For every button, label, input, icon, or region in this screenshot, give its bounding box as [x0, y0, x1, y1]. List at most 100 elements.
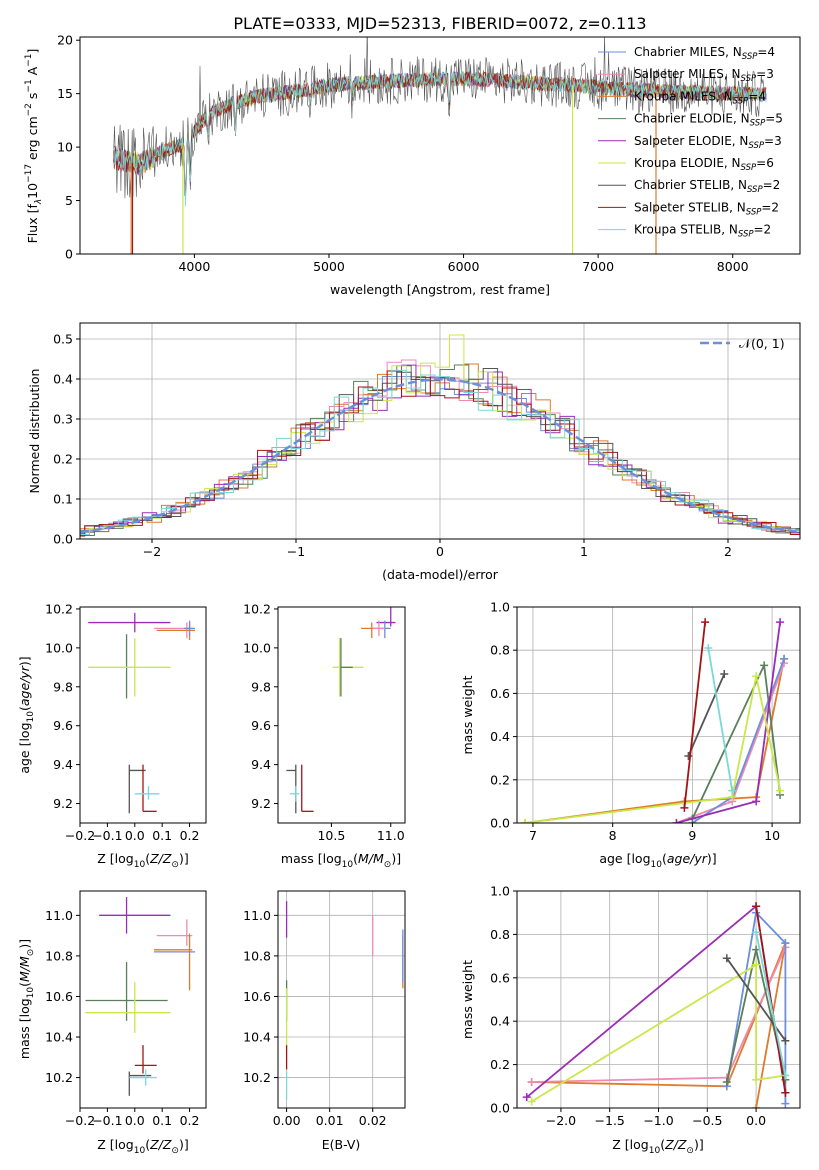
label-part: age [log [599, 851, 650, 866]
legend-entry: Chabrier STELIB, NSSP=2 [634, 178, 780, 195]
label-part: ( [17, 706, 32, 711]
y-tick-label: 9.2 [251, 796, 271, 811]
label-part: ⊙ [171, 860, 179, 870]
label-part: 10 [25, 183, 40, 199]
x-tick-label: 0.00 [273, 1113, 301, 1128]
axes-frame [79, 606, 207, 824]
label-part: Z/Z [149, 851, 172, 866]
label-part: mass [log [281, 851, 342, 866]
point-marker-chabrier_miles [781, 1099, 790, 1108]
label-part: Salpeter MILES, N [634, 67, 741, 81]
x-tick-label: −0.1 [92, 1113, 122, 1128]
point-marker-kroupa_stelib [781, 1071, 790, 1080]
y-tick-label: 10.0 [45, 640, 73, 655]
legend-entry: Kroupa STELIB, NSSP=2 [634, 223, 771, 240]
x-axis-label: Z [log10(Z/Z⊙)] [97, 1137, 188, 1156]
label-part: 10 [134, 1146, 146, 1156]
y-axis-label: mass [log10(M/M⊙)] [17, 939, 36, 1059]
legend-entry: Chabrier ELODIE, NSSP=5 [634, 112, 783, 129]
label-part: Chabrier STELIB, N [634, 178, 747, 192]
label-part: Salpeter STELIB, N [634, 200, 746, 214]
y-tick-label: 0.2 [490, 772, 510, 787]
x-tick-label: 8 [609, 828, 617, 843]
label-part: 10 [134, 860, 146, 870]
label-part: SSP [750, 119, 766, 129]
point-marker-salpeter_elodie [522, 1093, 531, 1102]
label-part: SSP [738, 230, 754, 240]
point-marker-kroupa_stelib [704, 644, 713, 653]
x-axis-label: wavelength [Angstrom, rest frame] [330, 282, 550, 297]
y-tick-label: 10.8 [45, 948, 73, 963]
label-part: 10 [26, 987, 36, 999]
legend-entry: Kroupa ELODIE, NSSP=6 [634, 156, 774, 173]
label-part: ⊙ [384, 860, 392, 870]
y-tick-label: 0 [65, 247, 73, 262]
y-tick-label: 0.6 [490, 970, 510, 985]
x-tick-label: 0.1 [152, 828, 172, 843]
x-axis-label: E(B-V) [322, 1137, 361, 1152]
label-part: SSP [741, 163, 757, 173]
y-tick-label: 10.4 [243, 1030, 271, 1045]
x-tick-label: 10.5 [317, 828, 345, 843]
label-part: SSP [747, 185, 763, 195]
x-tick-label: 9 [688, 828, 696, 843]
point-marker-salpeter_stelib [680, 803, 689, 812]
y-tick-label: 5 [65, 193, 73, 208]
point-marker-kroupa_elodie [752, 1075, 761, 1084]
label-part: erg cm [25, 116, 40, 164]
point-marker-chabrier_stelib [781, 1036, 790, 1045]
normal-curve [80, 378, 800, 534]
point-marker-chabrier_miles [781, 939, 790, 948]
y-tick-label: 0.0 [53, 532, 73, 547]
point-marker-chabrier_stelib [720, 669, 729, 678]
label-part: −1 [24, 79, 34, 92]
x-tick-label: 0.0 [125, 1113, 145, 1128]
label-part: ( [17, 982, 32, 987]
y-axis-label: mass weight [460, 960, 475, 1039]
legend-entry: Salpeter ELODIE, NSSP=3 [634, 134, 782, 151]
series-line-kroupa_stelib [755, 932, 787, 1076]
hist-salpeter_elodie [80, 364, 800, 534]
label-part: −17 [24, 164, 34, 183]
y-tick-label: 0.5 [53, 332, 73, 347]
y-tick-label: 20 [57, 33, 73, 48]
x-tick-label: −1.0 [643, 1113, 673, 1128]
label-part: ( [662, 851, 667, 866]
point-marker-chabrier_elodie [722, 1077, 731, 1086]
x-tick-label: 0.2 [180, 1113, 200, 1128]
y-tick-label: 0.1 [53, 492, 73, 507]
label-part: 10 [342, 860, 354, 870]
axes-frame [277, 606, 406, 824]
legend-entry: 𝒩(0, 1) [739, 336, 785, 351]
label-part: age/yr [17, 665, 32, 706]
label-part: Chabrier ELODIE, N [634, 112, 750, 126]
x-axis-label: Z [log10(Z/Z⊙)] [97, 851, 188, 870]
point-marker-kroupa_elodie [752, 960, 761, 969]
panel-age-weight: 7 8 9 10 0.0 0.2 0.4 0.6 0.8 1.0 mass weight age [l… [460, 600, 801, 870]
point-marker-salpeter_elodie [752, 797, 761, 806]
label-part: )] [707, 851, 717, 866]
y-tick-label: 9.6 [53, 718, 73, 733]
label-part: A [25, 66, 40, 79]
label-part: SSP [748, 141, 764, 151]
point-marker-salpeter_stelib [752, 902, 761, 911]
point-marker-kroupa_elodie [752, 672, 761, 681]
label-part: Z [log [97, 851, 133, 866]
y-tick-label: 10.2 [45, 1070, 73, 1085]
spectrum-line-kroupa_elodie [113, 70, 767, 195]
label-part: ( [145, 851, 150, 866]
y-tick-label: 10.6 [45, 989, 73, 1004]
point-marker-kroupa_miles [752, 1104, 761, 1108]
label-part: Z [log [97, 1137, 133, 1152]
y-tick-label: 9.4 [53, 757, 73, 772]
label-part: Z/Z [664, 1137, 687, 1152]
x-tick-label: 7 [529, 828, 537, 843]
label-part: −2 [24, 103, 34, 116]
label-part: ( [660, 1137, 665, 1152]
plot-area [285, 901, 404, 1100]
series-line-salpeter_elodie [526, 904, 787, 1098]
x-tick-label: 10 [764, 828, 780, 843]
label-part: )] [694, 1137, 704, 1152]
y-tick-label: 0.8 [490, 927, 510, 942]
x-tick-label: 7000 [582, 259, 614, 274]
